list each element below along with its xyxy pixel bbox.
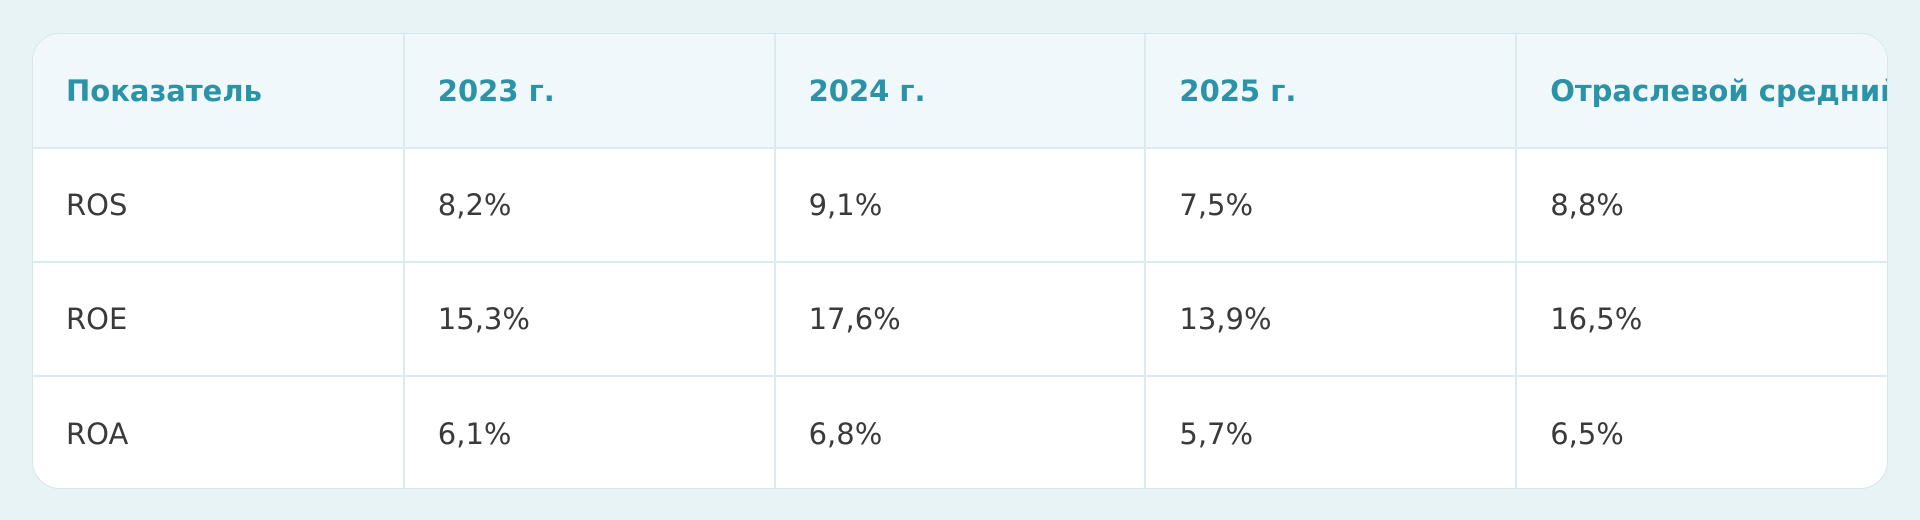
table-body: ROS 8,2% 9,1% 7,5% 8,8% ROE 15,3% 17,6% 13,9% 16,…: [33, 148, 1887, 488]
value-cell: 8,2%: [403, 148, 776, 263]
table-head: Показатель 2023 г. 2024 г. 2025 г. Отраслево…: [33, 34, 1887, 149]
header-cell: Отраслевой средний: [1516, 34, 1887, 149]
value-cell: 7,5%: [1145, 148, 1518, 263]
header-cell: 2023 г.: [403, 34, 776, 149]
value-cell: 15,3%: [403, 262, 776, 377]
metric-name: ROA: [33, 376, 405, 488]
metric-name: ROE: [33, 262, 405, 377]
value-cell: 6,5%: [1550, 416, 1624, 451]
value-cell: 17,6%: [774, 262, 1147, 377]
value-cell: 8,8%: [1516, 148, 1887, 263]
table-row: ROE 15,3% 17,6% 13,9% 16,5%: [33, 262, 1887, 377]
value-cell: 13,9%: [1145, 262, 1518, 377]
value-cell: 6,8%: [774, 376, 1147, 488]
metric-name: ROS: [33, 148, 405, 263]
table-row: ROA 6,1% 6,8% 5,7% 6,5%: [33, 376, 1887, 488]
metrics-table: Показатель 2023 г. 2024 г. 2025 г. Отраслево…: [33, 34, 1887, 488]
value-cell: 16,5%: [1516, 262, 1887, 377]
table-card: Показатель 2023 г. 2024 г. 2025 г. Отраслево…: [32, 33, 1888, 489]
header-cell: Показатель: [33, 34, 405, 149]
value-cell: 6,1%: [403, 376, 776, 488]
header-row: Показатель 2023 г. 2024 г. 2025 г. Отраслево…: [33, 34, 1887, 149]
header-cell: 2024 г.: [774, 34, 1147, 149]
header-cell: 2025 г.: [1145, 34, 1518, 149]
table-row: ROS 8,2% 9,1% 7,5% 8,8%: [33, 148, 1887, 263]
value-cell: 5,7%: [1145, 376, 1518, 488]
value-cell: 9,1%: [774, 148, 1147, 263]
